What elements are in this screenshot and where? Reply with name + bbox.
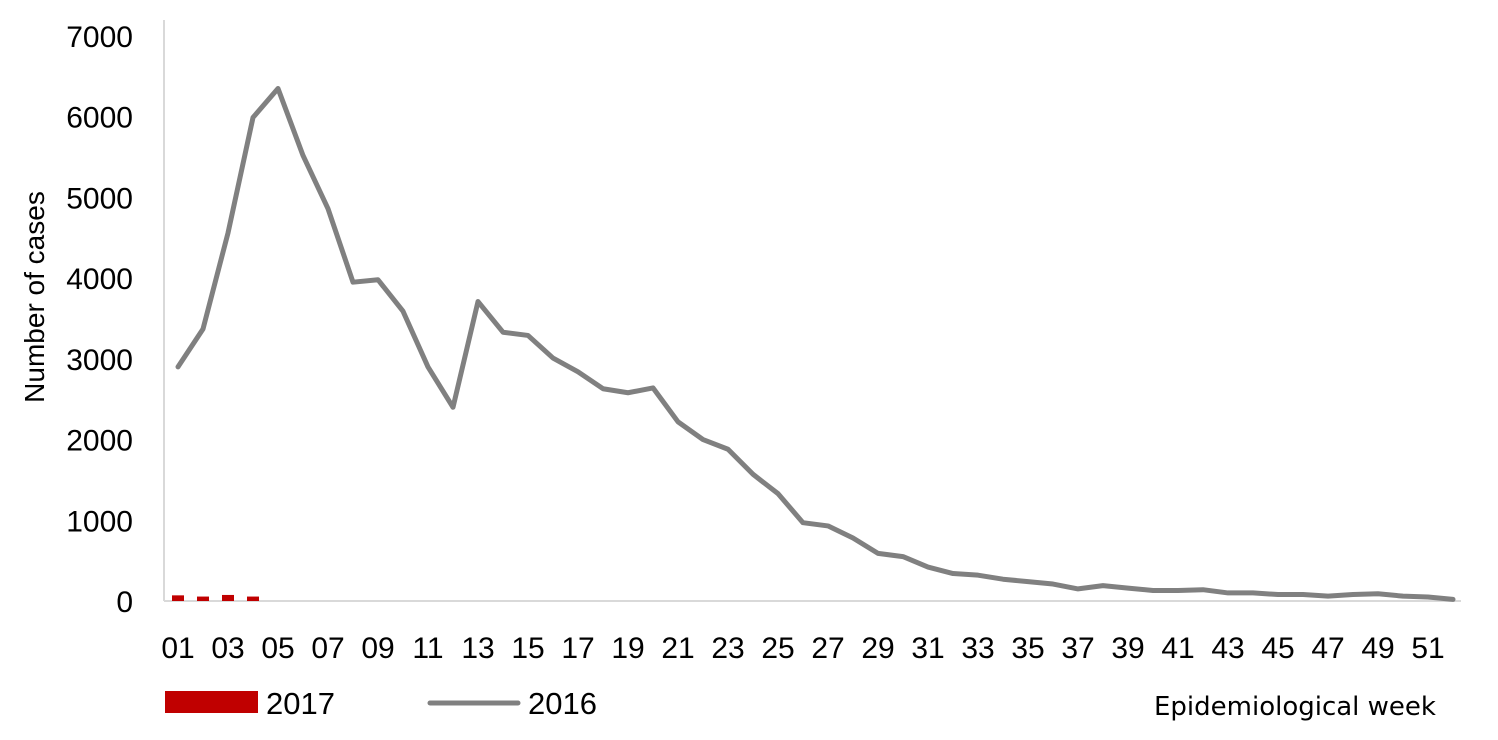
x-axis: 01 03 05 07 09 11 13 15 17 19 21 23 25 27 29 31 33 35 37 39…	[161, 600, 1461, 665]
legend-swatch-2017	[165, 691, 258, 713]
x-tick-label: 47	[1311, 632, 1344, 665]
x-tick-label: 43	[1211, 632, 1244, 665]
bar-2017	[172, 595, 184, 601]
x-tick-label: 41	[1161, 632, 1194, 665]
legend: 2017 2016	[165, 686, 597, 721]
x-tick-label: 37	[1061, 632, 1094, 665]
x-tick-label: 45	[1261, 632, 1294, 665]
x-tick-label: 27	[811, 632, 844, 665]
y-tick-label: 3000	[66, 344, 133, 377]
x-tick-label: 13	[461, 632, 494, 665]
y-tick-label: 2000	[66, 425, 133, 458]
bar-2017	[222, 594, 234, 601]
y-axis: 0 1000 2000 3000 4000 5000 6000 7000	[66, 20, 165, 619]
x-tick-label: 51	[1411, 632, 1444, 665]
x-tick-label: 35	[1011, 632, 1044, 665]
x-tick-label: 25	[761, 632, 794, 665]
x-tick-label: 11	[412, 632, 443, 665]
x-tick-label: 01	[161, 632, 194, 665]
y-tick-labels: 0 1000 2000 3000 4000 5000 6000 7000	[66, 21, 133, 619]
y-tick-label: 7000	[66, 21, 133, 54]
x-tick-label: 03	[211, 632, 244, 665]
bar-2017	[247, 596, 259, 601]
x-axis-title: Epidemiological week	[1154, 692, 1436, 722]
x-tick-label: 09	[361, 632, 394, 665]
x-tick-label: 21	[661, 632, 694, 665]
y-tick-label: 0	[116, 586, 133, 619]
series-2016-line	[175, 85, 1456, 602]
x-tick-label: 29	[861, 632, 894, 665]
x-tick-label: 19	[611, 632, 644, 665]
x-tick-label: 17	[561, 632, 594, 665]
x-tick-label: 33	[961, 632, 994, 665]
legend-label-2016: 2016	[528, 686, 597, 721]
x-tick-label: 39	[1111, 632, 1144, 665]
x-tick-label: 31	[911, 632, 944, 665]
y-tick-label: 4000	[66, 263, 133, 296]
x-tick-label: 23	[711, 632, 744, 665]
series-2017-bars	[172, 594, 259, 601]
y-tick-label: 6000	[66, 102, 133, 135]
x-tick-label: 05	[261, 632, 294, 665]
x-tick-labels: 01 03 05 07 09 11 13 15 17 19 21 23 25 27 29 31 33 35 37 39…	[161, 632, 1444, 665]
x-tick-label: 49	[1361, 632, 1394, 665]
x-tick-label: 15	[511, 632, 544, 665]
x-tick-label: 07	[311, 632, 344, 665]
y-tick-label: 5000	[66, 182, 133, 215]
y-tick-label: 1000	[66, 505, 133, 538]
legend-label-2017: 2017	[266, 686, 335, 721]
y-axis-title: Number of cases	[19, 191, 50, 403]
bar-2017	[197, 596, 209, 601]
